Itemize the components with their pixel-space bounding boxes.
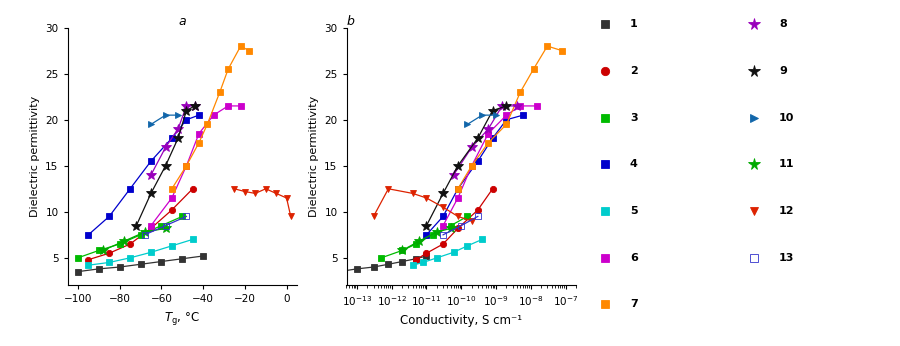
Text: 4: 4: [630, 160, 638, 169]
Text: 11: 11: [778, 160, 795, 169]
Text: 1: 1: [630, 19, 637, 29]
Text: 9: 9: [778, 66, 787, 76]
Text: 13: 13: [778, 253, 795, 263]
Text: 6: 6: [630, 253, 638, 263]
Text: 5: 5: [630, 206, 637, 216]
X-axis label: Conductivity, S cm⁻¹: Conductivity, S cm⁻¹: [400, 314, 522, 327]
Text: 10: 10: [778, 113, 795, 122]
Text: 2: 2: [630, 66, 637, 76]
Text: 3: 3: [630, 113, 637, 122]
Text: 7: 7: [630, 300, 637, 309]
Text: b: b: [346, 15, 355, 28]
Y-axis label: Dielectric permittivity: Dielectric permittivity: [309, 96, 319, 217]
Title: a: a: [178, 15, 186, 28]
Text: 12: 12: [778, 206, 795, 216]
X-axis label: $T_{\mathrm{g}}$, °C: $T_{\mathrm{g}}$, °C: [165, 310, 200, 327]
Y-axis label: Dielectric permittivity: Dielectric permittivity: [30, 96, 40, 217]
Text: 8: 8: [778, 19, 787, 29]
